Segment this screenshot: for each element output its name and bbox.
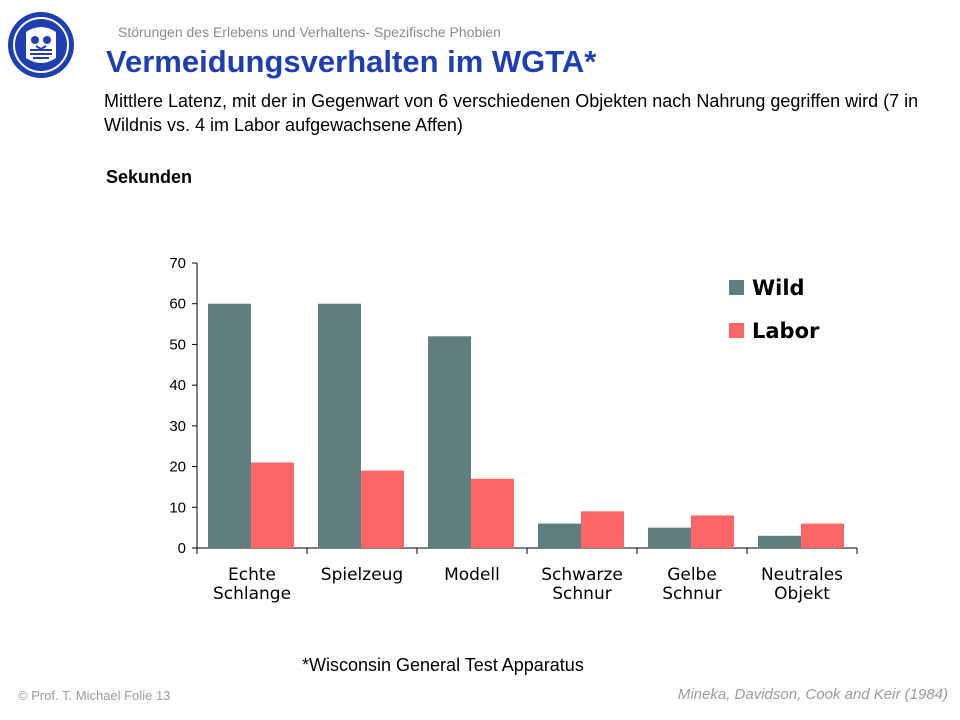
x-tick-label: Neutrales xyxy=(761,565,843,585)
x-tick-label: Schlange xyxy=(213,584,291,604)
legend-label-labor: Labor xyxy=(752,319,820,343)
bar-labor xyxy=(581,511,624,548)
bar-labor xyxy=(691,515,734,548)
page-title: Vermeidungsverhalten im WGTA* xyxy=(106,44,597,79)
bar-labor xyxy=(471,478,514,548)
x-tick-label: Echte xyxy=(228,565,276,585)
x-tick-label: Gelbe xyxy=(667,565,717,585)
legend-label-wild: Wild xyxy=(752,276,805,300)
y-tick-label: 0 xyxy=(178,540,186,557)
bar-wild xyxy=(318,303,361,548)
bar-labor xyxy=(361,470,404,548)
x-tick-label: Schwarze xyxy=(541,565,623,585)
footnote: *Wisconsin General Test Apparatus xyxy=(302,655,584,675)
bar-wild xyxy=(758,535,801,548)
copyright: © Prof. T. Michael Folie 13 xyxy=(18,688,171,703)
breadcrumb: Störungen des Erlebens und Verhaltens- S… xyxy=(118,24,501,40)
legend-swatch-labor xyxy=(729,323,744,338)
x-tick-label: Spielzeug xyxy=(321,565,403,585)
y-tick-label: 40 xyxy=(169,377,186,394)
x-tick-label: Objekt xyxy=(774,584,830,604)
citation: Mineka, Davidson, Cook and Keir (1984) xyxy=(677,686,948,703)
bar-wild xyxy=(428,336,471,548)
y-tick-label: 30 xyxy=(169,418,186,435)
bar-wild xyxy=(208,303,251,548)
y-axis-label: Sekunden xyxy=(106,167,193,187)
y-tick-label: 20 xyxy=(169,459,186,476)
bar-wild xyxy=(538,523,581,548)
y-tick-label: 10 xyxy=(169,499,186,516)
y-tick-label: 50 xyxy=(169,336,186,353)
y-tick-label: 70 xyxy=(169,255,186,272)
bar-labor xyxy=(801,523,844,548)
x-tick-label: Schnur xyxy=(662,584,721,604)
bar-labor xyxy=(251,462,294,548)
legend-swatch-wild xyxy=(729,280,744,295)
page-subtitle: Mittlere Latenz, mit der in Gegenwart vo… xyxy=(104,91,919,135)
x-tick-label: Modell xyxy=(444,565,500,585)
university-seal-icon xyxy=(8,12,74,78)
bar-wild xyxy=(648,527,691,548)
y-tick-label: 60 xyxy=(169,296,186,313)
x-tick-label: Schnur xyxy=(552,584,611,604)
